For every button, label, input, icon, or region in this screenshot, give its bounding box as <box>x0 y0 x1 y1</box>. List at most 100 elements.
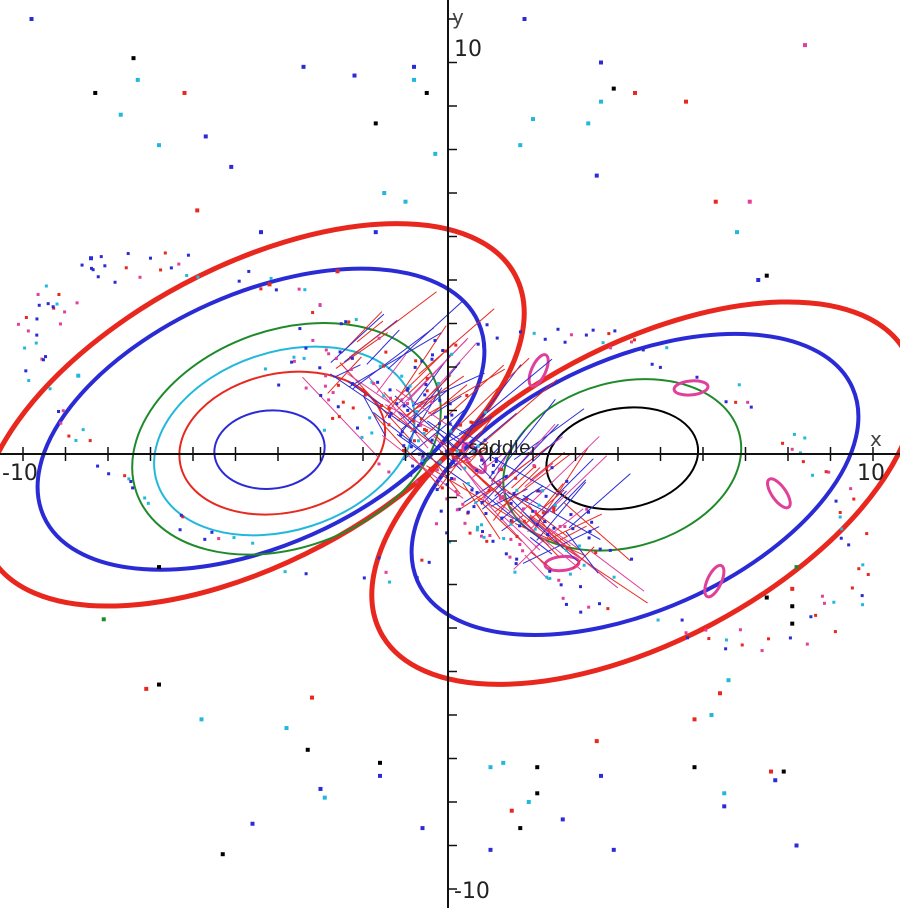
chaotic-point <box>781 441 785 445</box>
chaotic-point <box>437 422 441 426</box>
chaotic-point <box>561 596 565 600</box>
chaotic-point <box>450 477 454 481</box>
chaotic-point <box>500 516 504 520</box>
chaotic-point <box>760 649 764 653</box>
chaotic-point <box>440 451 444 455</box>
chaotic-point <box>521 507 525 511</box>
chaotic-point <box>822 601 826 605</box>
chaotic-point <box>480 458 484 462</box>
chaotic-point <box>384 350 388 354</box>
chaotic-point <box>430 357 434 361</box>
chaotic-point <box>809 615 813 619</box>
chaotic-point <box>484 511 488 515</box>
scatter-point <box>599 99 603 104</box>
chaotic-point <box>445 497 449 501</box>
chaotic-point <box>55 302 59 306</box>
chaotic-point <box>382 394 386 398</box>
chaotic-segment <box>432 434 487 495</box>
chaotic-point <box>319 393 323 397</box>
scatter-point <box>373 121 378 126</box>
chaotic-point <box>443 415 447 419</box>
chaotic-point <box>594 551 598 555</box>
scatter-point <box>769 769 773 774</box>
scatter-point <box>157 682 161 687</box>
chaotic-point <box>587 605 591 609</box>
chaotic-point <box>23 346 27 350</box>
chaotic-point <box>811 473 815 477</box>
chaotic-point <box>515 557 519 561</box>
chaotic-point <box>449 429 453 433</box>
chaotic-point <box>459 423 463 427</box>
scatter-point <box>599 773 603 778</box>
chaotic-segment <box>463 474 508 504</box>
chaotic-point <box>435 488 439 492</box>
orbit-curve-blue <box>35 266 487 572</box>
chaotic-point <box>417 423 421 427</box>
chaotic-point <box>179 513 183 517</box>
chaotic-point <box>473 449 477 453</box>
chaotic-segment <box>462 482 501 540</box>
chaotic-point <box>445 531 449 535</box>
chaotic-segment <box>572 546 595 569</box>
chaotic-segment <box>484 500 546 566</box>
chaotic-point <box>541 511 545 515</box>
chaotic-point <box>569 333 573 337</box>
chaotic-point <box>475 469 479 473</box>
scatter-point <box>229 164 234 169</box>
chaotic-point <box>362 576 366 580</box>
orbit-curve-black <box>545 406 700 511</box>
chaotic-point <box>586 510 590 514</box>
chaotic-point <box>485 323 489 327</box>
chaotic-point <box>548 576 552 580</box>
chaotic-point <box>400 430 404 434</box>
chaotic-point <box>541 489 545 493</box>
chaotic-point <box>67 434 71 438</box>
chaotic-point <box>499 495 503 499</box>
chaotic-point <box>641 348 645 352</box>
chaotic-point <box>423 393 427 397</box>
chaotic-point <box>423 428 427 432</box>
scatter-point <box>526 800 531 804</box>
chaotic-point <box>476 342 480 346</box>
chaotic-segment <box>530 551 552 570</box>
chaotic-segment <box>387 299 465 370</box>
chaotic-segment <box>402 408 466 461</box>
chaotic-point <box>37 303 41 307</box>
chaotic-point <box>533 527 537 531</box>
chaotic-segment <box>588 549 645 592</box>
chaotic-point <box>658 365 662 369</box>
chaotic-point <box>571 527 575 531</box>
chaotic-point <box>74 438 78 442</box>
scatter-point <box>522 17 527 21</box>
orbit-curve-red <box>0 221 527 609</box>
chaotic-point <box>471 421 475 425</box>
chaotic-point <box>497 467 501 471</box>
chaotic-point <box>488 534 492 538</box>
chaotic-point <box>263 367 267 371</box>
chaotic-point <box>259 287 263 291</box>
scatter-point <box>403 199 408 204</box>
chaotic-segment <box>556 458 594 496</box>
chaotic-point <box>338 350 342 354</box>
chaotic-point <box>143 496 147 500</box>
chaotic-segment <box>347 373 390 404</box>
chaotic-point <box>311 338 315 342</box>
island-curve-pink <box>703 563 726 599</box>
scatter-point <box>726 678 731 683</box>
chaotic-segment <box>327 356 362 394</box>
chaotic-segment <box>398 411 462 471</box>
chaotic-point <box>185 274 189 278</box>
chaotic-point <box>588 529 592 533</box>
chaotic-point <box>608 346 612 350</box>
chaotic-point <box>852 497 856 501</box>
chaotic-point <box>387 423 391 427</box>
scatter-point <box>250 821 255 826</box>
chaotic-point <box>36 292 40 296</box>
chaotic-point <box>448 422 452 426</box>
chaotic-segment <box>458 416 487 435</box>
chaotic-point <box>349 367 353 371</box>
chaotic-point <box>613 329 617 333</box>
chaotic-point <box>481 530 485 534</box>
scatter-point <box>633 90 637 95</box>
chaotic-point <box>297 287 301 291</box>
